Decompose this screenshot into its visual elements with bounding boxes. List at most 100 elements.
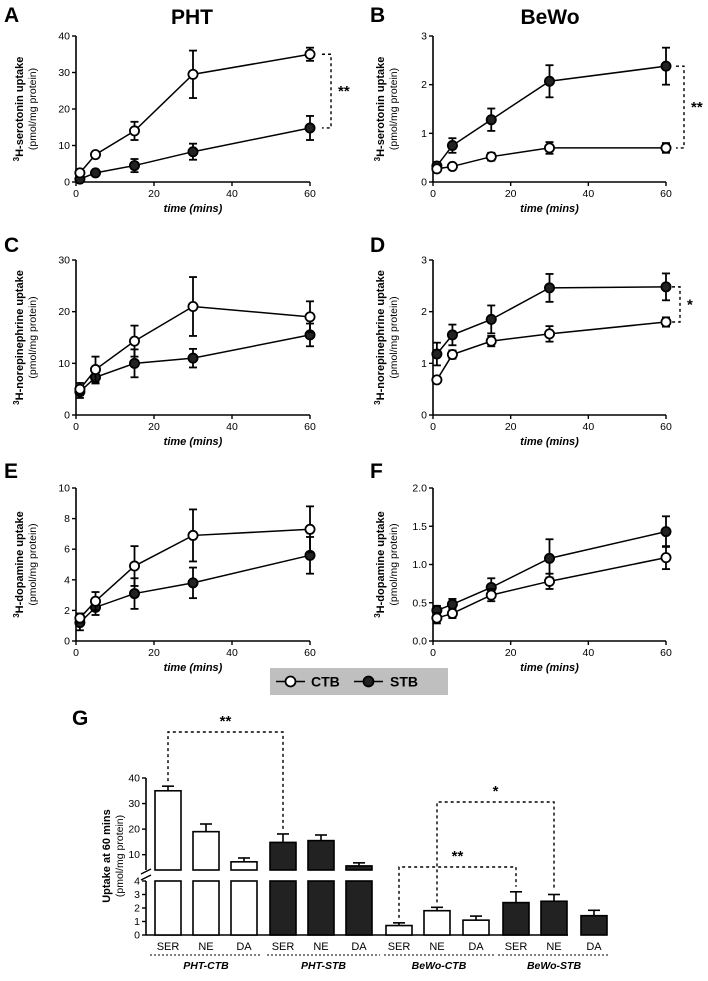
x-tick-label: 60 [660, 421, 672, 433]
series-line-ctb [436, 556, 667, 619]
y-tick-label: 0 [64, 636, 70, 648]
bar-category-label: DA [586, 941, 602, 953]
comparison-bracket [167, 731, 284, 829]
x-tick-label: 60 [304, 188, 316, 200]
x-tick-label: 60 [660, 188, 672, 200]
legend-stb-label: STB [390, 674, 418, 690]
data-point-ctb [74, 167, 86, 179]
y-tick-label: 30 [128, 798, 140, 810]
data-point-ctb [90, 364, 102, 376]
comparison-label: * [493, 783, 499, 800]
data-point-ctb [544, 575, 556, 587]
x-tick-label: 20 [148, 421, 160, 433]
x-tick-label: 40 [226, 188, 238, 200]
y-tick-label: 3 [421, 255, 427, 267]
legend: CTB STB [270, 668, 448, 695]
y-tick-label: 10 [128, 849, 140, 861]
data-point-stb [128, 357, 140, 369]
y-axis-label-g: Uptake at 60 mins [101, 809, 113, 903]
data-point-ctb [128, 560, 140, 572]
significance-label-a: ** [338, 83, 350, 100]
data-point-ctb [660, 552, 672, 564]
data-point-ctb [431, 374, 443, 386]
panel-label-d: D [370, 234, 385, 257]
y-axis-label-text: H-serotonin uptake [14, 57, 26, 157]
data-point-ctb [304, 523, 316, 535]
data-point-ctb [90, 595, 102, 607]
y-tick-label: 1.0 [412, 559, 427, 571]
data-point-stb [446, 329, 458, 341]
y-axis-label-text: H-serotonin uptake [375, 57, 387, 157]
x-axis-label-a: time (mins) [164, 203, 223, 215]
y-axis-label-superscript: 3 [373, 400, 382, 405]
y-tick-label: 10 [58, 483, 70, 495]
data-point-stb [544, 75, 556, 87]
data-point-stb [485, 114, 497, 126]
data-point-ctb [446, 160, 458, 172]
panel-label-b: B [370, 4, 385, 27]
data-point-ctb [74, 612, 86, 624]
y-tick-label: 0 [134, 930, 140, 942]
data-point-stb [485, 313, 497, 325]
data-point-stb [660, 281, 672, 293]
x-axis-label-c: time (mins) [164, 436, 223, 448]
y-tick-label: 8 [64, 513, 70, 525]
x-tick-label: 20 [148, 188, 160, 200]
x-tick-label: 40 [226, 647, 238, 659]
x-tick-label: 0 [73, 421, 79, 433]
y-tick-label: 0 [421, 410, 427, 422]
y-tick-label: 2 [134, 903, 140, 915]
y-axis-sublabel-b: (pmol/mg protein) [388, 68, 400, 150]
data-point-stb [660, 60, 672, 72]
y-axis-label-text: H-norepinephrine uptake [14, 270, 26, 400]
comparison-label: ** [452, 848, 464, 865]
x-tick-label: 60 [660, 647, 672, 659]
data-point-stb [544, 552, 556, 564]
x-tick-label: 0 [73, 647, 79, 659]
y-tick-label: 10 [58, 358, 70, 370]
data-point-ctb [446, 349, 458, 361]
data-point-stb [187, 577, 199, 589]
chart-panel-g: 0 12 34 10 20 30 40 Uptake at 60 mins (pmol/mg p… [101, 713, 610, 972]
significance-bracket-b [676, 65, 685, 149]
bar-category-label: SER [272, 941, 295, 953]
y-axis-label-text: H-dopamine uptake [375, 511, 387, 613]
x-tick-label: 40 [582, 188, 594, 200]
x-tick-label: 20 [505, 188, 517, 200]
bar-bewo-ctb-ser [385, 924, 413, 936]
y-tick-label: 1 [134, 916, 140, 928]
data-point-ctb [446, 607, 458, 619]
x-axis-label-d: time (mins) [520, 436, 579, 448]
data-point-stb [187, 352, 199, 364]
significance-label-b: ** [691, 99, 703, 116]
y-tick-label: 1 [421, 128, 427, 140]
bar-category-label: SER [388, 941, 411, 953]
y-tick-label: 0 [64, 410, 70, 422]
panel-label-g: G [72, 707, 88, 730]
chart-panel-c: 0 10 20 30 0 20 40 60 time (mins) 3H-norepinephri… [12, 255, 316, 449]
y-tick-label: 10 [58, 140, 70, 152]
legend-stb-marker [362, 675, 375, 688]
y-axis-sublabel-f: (pmol/mg protein) [388, 523, 400, 605]
series-line-ctb [79, 305, 311, 390]
data-point-ctb [187, 529, 199, 541]
y-axis-label-f: 3H-dopamine uptake [373, 511, 388, 618]
x-axis-label-b: time (mins) [520, 203, 579, 215]
data-point-stb [304, 122, 316, 134]
chart-panel-a: 0 10 20 30 40 0 20 40 60 time (mins) 3H-serotonin … [12, 31, 350, 216]
data-point-ctb [544, 142, 556, 154]
x-tick-label: 40 [582, 421, 594, 433]
data-point-ctb [304, 311, 316, 323]
panel-label-f: F [370, 460, 383, 483]
y-tick-label: 1 [421, 358, 427, 370]
data-point-ctb [544, 328, 556, 340]
y-tick-label: 1.5 [412, 521, 427, 533]
column-title-bewo: BeWo [520, 6, 579, 29]
y-tick-label: 2 [421, 306, 427, 318]
y-axis-label-d: 3H-norepinephrine uptake [373, 270, 388, 405]
data-point-ctb [431, 163, 443, 175]
y-axis-label-superscript: 3 [12, 156, 21, 161]
y-tick-label: 30 [58, 67, 70, 79]
data-point-stb [446, 598, 458, 610]
